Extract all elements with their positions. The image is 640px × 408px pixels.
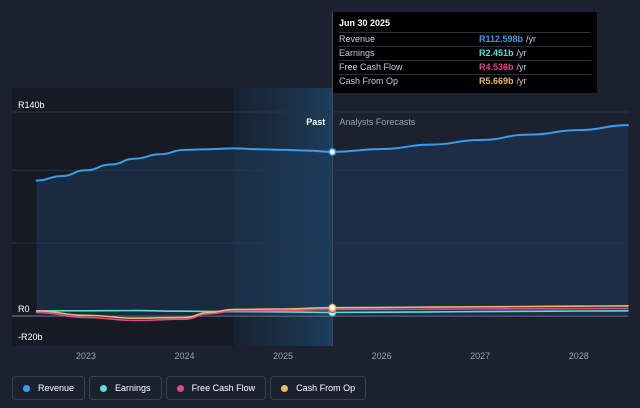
tooltip-unit: /yr [516, 48, 527, 58]
cash-from-op-marker [328, 303, 337, 312]
free-cash-flow-line [35, 307, 629, 322]
x-tick-label: 2025 [273, 351, 293, 361]
point-markers [328, 147, 337, 317]
tooltip-value: R2.451b [479, 48, 514, 58]
tooltip-row-revenue: Revenue R112.598b /yr [339, 32, 591, 46]
tooltip-row-free-cash-flow: Free Cash Flow R4.536b /yr [339, 60, 591, 74]
past-label: Past [306, 117, 325, 127]
legend-label: Revenue [38, 383, 75, 393]
y-tick-label: R140b [18, 100, 45, 110]
x-tick-label: 2023 [76, 351, 96, 361]
x-tick-label: 2027 [470, 351, 490, 361]
legend-item-free-cash-flow[interactable]: Free Cash Flow [165, 376, 267, 400]
tooltip-row-cash-from-op: Cash From Op R5.669b /yr [339, 74, 591, 88]
tooltip-unit: /yr [526, 34, 537, 44]
x-axis-labels: 2023 2024 2025 2026 2027 2028 [76, 351, 589, 361]
y-tick-label: R0 [18, 304, 30, 314]
y-tick-label: -R20b [18, 332, 43, 342]
legend-item-cash-from-op[interactable]: Cash From Op [270, 376, 367, 400]
forecast-label: Analysts Forecasts [339, 117, 416, 127]
revenue-marker [328, 147, 337, 156]
legend-label: Free Cash Flow [191, 383, 256, 393]
tooltip-value: R112.598b [479, 34, 524, 44]
revenue-line [35, 124, 629, 182]
legend-item-revenue[interactable]: Revenue [12, 376, 86, 400]
free-cash-flow-dot-icon [176, 384, 184, 392]
x-tick-label: 2028 [569, 351, 589, 361]
legend-label: Earnings [115, 383, 151, 393]
earnings-dot-icon [100, 384, 108, 392]
revenue-dot-icon [23, 384, 30, 392]
tooltip: Jun 30 2025 Revenue R112.598b /yr Earnin… [333, 12, 597, 93]
tooltip-row-earnings: Earnings R2.451b /yr [339, 46, 591, 60]
tooltip-value: R4.536b [479, 62, 514, 72]
x-tick-label: 2026 [372, 351, 392, 361]
tooltip-label: Earnings [339, 48, 375, 58]
cash-from-op-line [35, 305, 629, 320]
tooltip-unit: /yr [516, 62, 527, 72]
legend-item-earnings[interactable]: Earnings [89, 376, 162, 400]
legend: Revenue Earnings Free Cash Flow Cash Fro… [12, 376, 367, 400]
cash-from-op-dot-icon [281, 384, 289, 392]
tooltip-value: R5.669b [479, 76, 514, 86]
tooltip-label: Free Cash Flow [339, 62, 403, 72]
tooltip-date: Jun 30 2025 [339, 18, 391, 28]
y-axis-labels: R140b R0 -R20b [18, 100, 45, 342]
tooltip-label: Cash From Op [339, 76, 399, 86]
tooltip-unit: /yr [516, 76, 527, 86]
x-tick-label: 2024 [174, 351, 194, 361]
legend-label: Cash From Op [296, 383, 356, 393]
tooltip-label: Revenue [339, 34, 376, 44]
